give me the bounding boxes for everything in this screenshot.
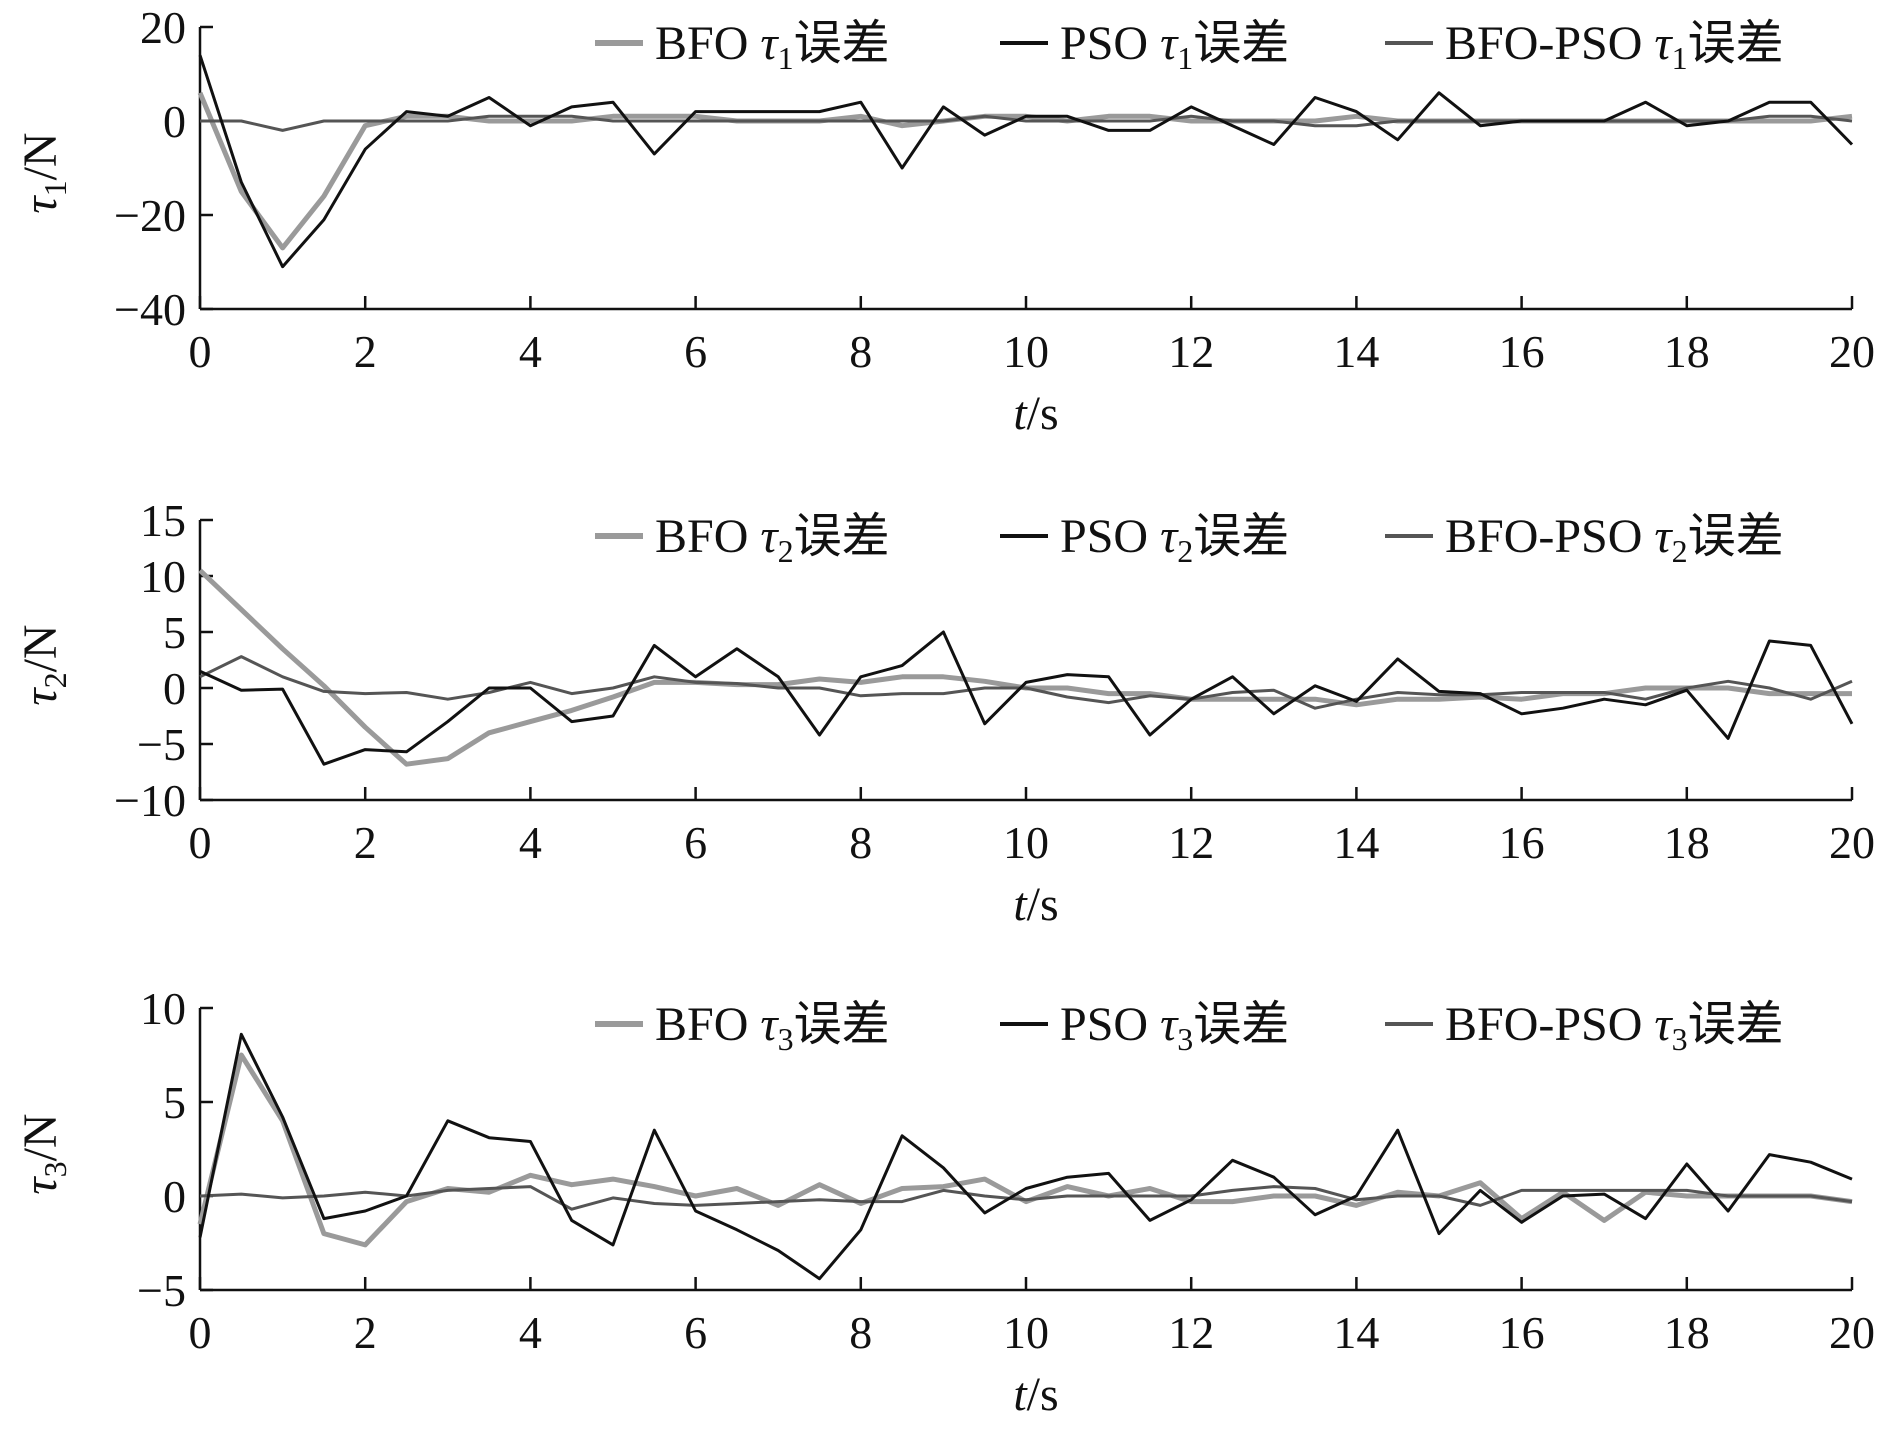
x-tick-label: 0: [189, 817, 212, 868]
x-tick-label: 18: [1664, 326, 1710, 377]
legend-label-bfo: BFO τ3误差: [655, 998, 890, 1057]
y-tick-label: −5: [137, 1265, 186, 1316]
series-line-bfo: [198, 568, 1852, 767]
x-tick-label: 8: [849, 1307, 872, 1358]
x-tick-label: 4: [519, 326, 542, 377]
x-tick-label: 6: [684, 326, 707, 377]
legend-label-pso: PSO τ1误差: [1060, 17, 1289, 76]
y-tick-label: 20: [140, 2, 186, 53]
x-tick-label: 12: [1168, 326, 1214, 377]
x-tick-label: 18: [1664, 817, 1710, 868]
series-line-pso: [198, 54, 1854, 269]
x-tick-label: 16: [1499, 1307, 1545, 1358]
series-line-bfo-pso: [199, 655, 1853, 710]
legend-label-bfo-pso: BFO-PSO τ2误差: [1445, 510, 1784, 569]
legend-label-pso: PSO τ2误差: [1060, 510, 1289, 569]
x-tick-label: 14: [1333, 326, 1379, 377]
x-tick-label: 20: [1829, 1307, 1875, 1358]
y-tick-label: 15: [140, 495, 186, 546]
y-axis-label: τ2/N: [14, 624, 73, 705]
x-tick-label: 10: [1003, 326, 1049, 377]
legend-label-bfo: BFO τ2误差: [655, 510, 890, 569]
x-tick-label: 16: [1499, 326, 1545, 377]
y-tick-label: −10: [114, 775, 186, 826]
legend-label-bfo: BFO τ1误差: [655, 17, 890, 76]
x-tick-label: 6: [684, 1307, 707, 1358]
x-tick-label: 0: [189, 1307, 212, 1358]
x-tick-label: 20: [1829, 817, 1875, 868]
y-tick-label: 10: [140, 983, 186, 1034]
series-line-bfo: [197, 1052, 1853, 1248]
y-tick-label: 0: [163, 1171, 186, 1222]
x-tick-label: 14: [1333, 817, 1379, 868]
x-tick-label: 2: [354, 1307, 377, 1358]
y-tick-label: 0: [163, 663, 186, 714]
x-tick-label: 10: [1003, 817, 1049, 868]
y-tick-label: 5: [163, 607, 186, 658]
series-line-bfo-pso: [199, 1185, 1853, 1211]
x-axis-label: t/s: [1013, 1368, 1058, 1421]
y-axis-label: τ3/N: [14, 1113, 73, 1194]
x-tick-label: 2: [354, 817, 377, 868]
y-tick-label: 10: [140, 551, 186, 602]
series-line-pso: [198, 1032, 1853, 1281]
y-tick-label: −20: [114, 190, 186, 241]
x-tick-label: 0: [189, 326, 212, 377]
x-axis-label: t/s: [1013, 387, 1058, 440]
x-tick-label: 8: [849, 326, 872, 377]
x-tick-label: 10: [1003, 1307, 1049, 1358]
x-tick-label: 18: [1664, 1307, 1710, 1358]
x-tick-label: 14: [1333, 1307, 1379, 1358]
legend-label-bfo-pso: BFO-PSO τ3误差: [1445, 998, 1784, 1057]
y-tick-label: −40: [114, 284, 186, 335]
x-axis-label: t/s: [1013, 878, 1058, 931]
series-line-pso: [199, 630, 1854, 766]
y-axis-label: τ1/N: [14, 132, 73, 213]
x-tick-label: 8: [849, 817, 872, 868]
x-tick-label: 12: [1168, 817, 1214, 868]
chart-panel-1: −40 −20 0 20 0 2 4 6 8 10 12 14 16 18 20 t/s τ1/N BFO τ1误…: [14, 2, 1875, 440]
y-tick-label: −5: [137, 719, 186, 770]
y-tick-label: 5: [163, 1077, 186, 1128]
y-tick-label: 0: [163, 96, 186, 147]
x-tick-label: 12: [1168, 1307, 1214, 1358]
x-tick-label: 16: [1499, 817, 1545, 868]
legend-label-pso: PSO τ3误差: [1060, 998, 1289, 1057]
x-tick-label: 20: [1829, 326, 1875, 377]
legend-label-bfo-pso: BFO-PSO τ1误差: [1445, 17, 1784, 76]
x-tick-label: 2: [354, 326, 377, 377]
x-tick-label: 6: [684, 817, 707, 868]
x-tick-label: 4: [519, 817, 542, 868]
x-tick-label: 4: [519, 1307, 542, 1358]
